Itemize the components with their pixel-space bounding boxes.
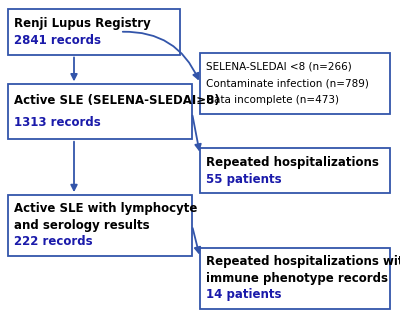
FancyBboxPatch shape (8, 9, 180, 55)
Text: and serology results: and serology results (14, 219, 150, 232)
FancyBboxPatch shape (8, 84, 192, 139)
Text: 222 records: 222 records (14, 236, 93, 248)
FancyBboxPatch shape (200, 148, 390, 193)
Text: Repeated hospitalizations: Repeated hospitalizations (206, 156, 379, 169)
Text: 1313 records: 1313 records (14, 116, 101, 129)
Text: 2841 records: 2841 records (14, 34, 101, 47)
Text: Active SLE with lymphocyte: Active SLE with lymphocyte (14, 202, 197, 215)
FancyBboxPatch shape (200, 248, 390, 309)
Text: Active SLE (SELENA-SLEDAI≥8): Active SLE (SELENA-SLEDAI≥8) (14, 94, 220, 107)
Text: Contaminate infection (n=789): Contaminate infection (n=789) (206, 78, 369, 89)
Text: 55 patients: 55 patients (206, 173, 282, 186)
FancyBboxPatch shape (8, 195, 192, 256)
FancyBboxPatch shape (200, 53, 390, 114)
Text: immune phenotype records: immune phenotype records (206, 272, 388, 285)
Text: 14 patients: 14 patients (206, 289, 282, 301)
Text: Renji Lupus Registry: Renji Lupus Registry (14, 17, 151, 30)
Text: Repeated hospitalizations with: Repeated hospitalizations with (206, 256, 400, 268)
Text: SELENA-SLEDAI <8 (n=266): SELENA-SLEDAI <8 (n=266) (206, 62, 352, 72)
Text: Data incomplete (n=473): Data incomplete (n=473) (206, 95, 339, 105)
